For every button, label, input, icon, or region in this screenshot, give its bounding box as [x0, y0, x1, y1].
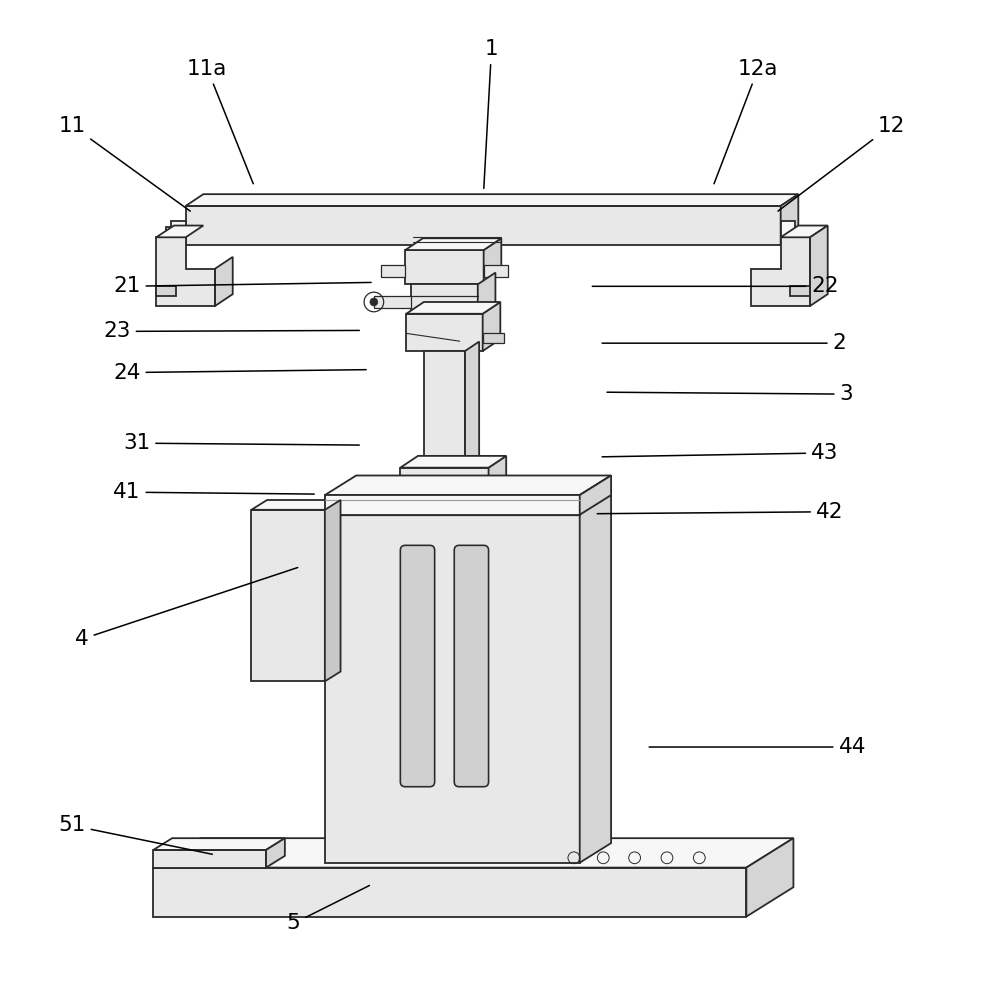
Text: 51: 51 — [58, 815, 212, 854]
Polygon shape — [790, 286, 810, 296]
Text: 41: 41 — [113, 482, 315, 502]
FancyBboxPatch shape — [400, 545, 434, 787]
Polygon shape — [324, 500, 340, 681]
Polygon shape — [374, 296, 411, 308]
Text: 42: 42 — [598, 502, 843, 522]
Text: 31: 31 — [123, 433, 360, 453]
Text: 5: 5 — [287, 885, 370, 933]
Polygon shape — [215, 257, 233, 306]
Polygon shape — [483, 302, 500, 351]
Polygon shape — [153, 850, 266, 868]
Text: 1: 1 — [484, 39, 498, 188]
Polygon shape — [166, 221, 186, 237]
Polygon shape — [324, 475, 611, 495]
Polygon shape — [252, 500, 340, 510]
Text: 21: 21 — [113, 276, 372, 296]
Text: 23: 23 — [103, 321, 360, 341]
Polygon shape — [406, 314, 483, 351]
Polygon shape — [153, 838, 793, 868]
Text: 24: 24 — [113, 363, 367, 383]
Polygon shape — [489, 456, 506, 495]
Polygon shape — [156, 237, 215, 306]
Polygon shape — [400, 468, 489, 495]
Polygon shape — [781, 194, 798, 245]
Polygon shape — [580, 475, 611, 515]
Polygon shape — [324, 495, 580, 863]
Text: 44: 44 — [649, 737, 866, 757]
Text: 11: 11 — [58, 116, 191, 211]
Polygon shape — [400, 456, 506, 468]
Polygon shape — [483, 333, 504, 343]
Polygon shape — [156, 226, 203, 237]
Polygon shape — [252, 510, 324, 681]
Polygon shape — [153, 868, 746, 917]
Polygon shape — [411, 284, 478, 314]
Polygon shape — [484, 238, 501, 284]
Polygon shape — [405, 250, 484, 284]
Polygon shape — [465, 342, 479, 473]
Polygon shape — [478, 273, 495, 314]
FancyBboxPatch shape — [454, 545, 489, 787]
Text: 4: 4 — [75, 568, 298, 649]
Polygon shape — [266, 838, 285, 868]
Polygon shape — [746, 838, 793, 917]
Polygon shape — [484, 265, 508, 277]
Polygon shape — [156, 286, 176, 296]
Polygon shape — [324, 495, 580, 515]
Polygon shape — [406, 302, 500, 314]
Polygon shape — [580, 475, 611, 863]
Polygon shape — [781, 221, 800, 237]
Polygon shape — [810, 226, 828, 306]
Circle shape — [370, 298, 377, 306]
Polygon shape — [751, 237, 810, 306]
Text: 2: 2 — [603, 333, 846, 353]
Polygon shape — [153, 838, 285, 850]
Polygon shape — [380, 265, 405, 277]
Polygon shape — [186, 206, 781, 245]
Polygon shape — [405, 238, 501, 250]
Text: 12: 12 — [778, 116, 905, 211]
Text: 43: 43 — [603, 443, 838, 463]
Text: 11a: 11a — [187, 59, 254, 184]
Text: 12a: 12a — [714, 59, 779, 184]
Text: 3: 3 — [607, 384, 853, 404]
Polygon shape — [424, 351, 465, 473]
Polygon shape — [186, 194, 798, 206]
Text: 22: 22 — [593, 276, 838, 296]
Polygon shape — [781, 226, 828, 237]
